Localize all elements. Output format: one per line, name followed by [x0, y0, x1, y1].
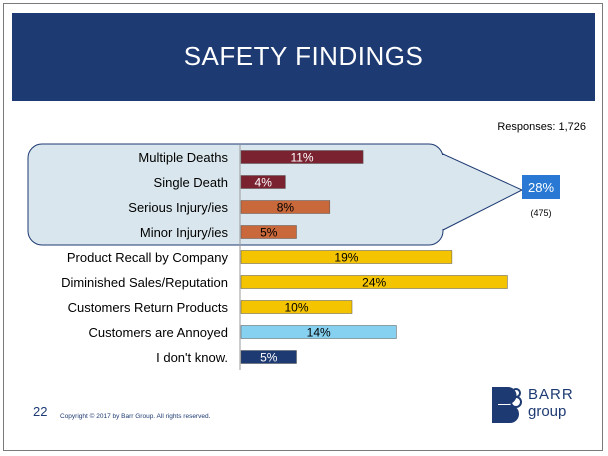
callout-pointer: [442, 153, 524, 231]
grouped-total-value: 28%: [528, 180, 554, 195]
bar: [240, 250, 453, 264]
category-label: Diminished Sales/Reputation: [61, 275, 228, 290]
bar: [240, 300, 353, 314]
bar-value-label: 14%: [307, 326, 331, 340]
category-label: I don't know.: [156, 350, 228, 365]
barr-logo-mark-icon: [492, 387, 522, 423]
bar-value-label: 11%: [290, 151, 313, 165]
bar: [240, 200, 331, 214]
bar-value-label: 24%: [362, 276, 386, 290]
callout-pointer-joint: [441, 155, 444, 229]
slide-title: SAFETY FINDINGS: [183, 41, 424, 71]
bar: [240, 325, 397, 339]
logo-text-group: group: [528, 403, 567, 420]
bar: [240, 275, 508, 289]
category-label: Product Recall by Company: [67, 250, 229, 265]
barr-group-logo: BARR group: [490, 385, 585, 425]
bar: [240, 175, 286, 189]
grouped-total-badge: 28% (475): [522, 175, 560, 218]
bar-value-label: 19%: [334, 251, 358, 265]
bar-value-label: 5%: [260, 226, 278, 240]
category-label: Multiple Deaths: [138, 150, 228, 165]
grouped-total-count: (475): [530, 208, 551, 218]
bar: [240, 150, 364, 164]
category-label: Customers are Annoyed: [89, 325, 228, 340]
title-bar: SAFETY FINDINGS: [12, 13, 595, 101]
logo-text-barr: BARR: [528, 386, 574, 403]
category-label: Serious Injury/ies: [128, 200, 228, 215]
category-label: Single Death: [154, 175, 228, 190]
bar-value-label: 4%: [255, 176, 273, 190]
category-label: Customers Return Products: [68, 300, 229, 315]
bar-value-label: 5%: [260, 351, 278, 365]
copyright-text: Copyright © 2017 by Barr Group. All righ…: [60, 413, 211, 420]
bar: [240, 350, 297, 364]
injury-group-box: [27, 143, 444, 246]
grouped-total-badge-box: [522, 175, 560, 199]
category-label: Minor Injury/ies: [140, 225, 229, 240]
bar: [240, 225, 297, 239]
page-number: 22: [33, 404, 48, 419]
bar-value-label: 10%: [284, 301, 308, 315]
injury-group-callout: [27, 143, 524, 246]
bar-value-label: 8%: [277, 201, 295, 215]
responses-count: Responses: 1,726: [497, 121, 586, 133]
